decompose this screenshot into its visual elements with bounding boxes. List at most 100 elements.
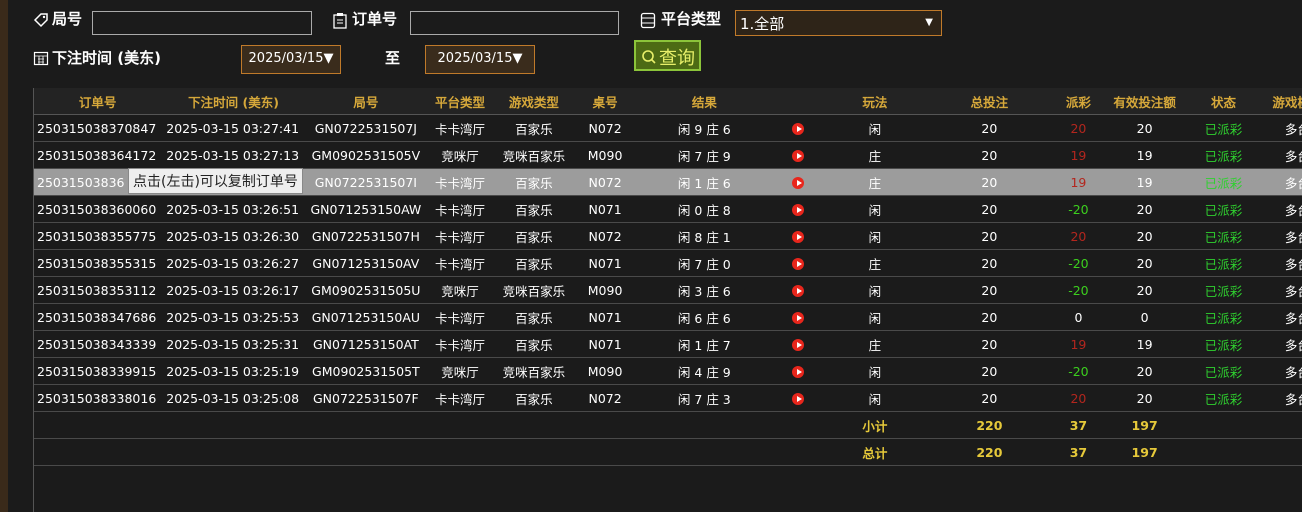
platform-select[interactable]: 1.全部 ▼ [735,10,942,36]
cell: 19 [1052,330,1104,358]
replay-icon[interactable] [792,258,805,270]
cell: 250315038360060 [33,195,163,223]
side-strip [0,0,8,512]
replay-cell [773,114,824,142]
order-row: 250315038355775 2025-03-15 03:26:30 GN0722… [33,222,1302,250]
summary-label: 总计 [823,438,926,466]
cell: 已派彩 [1185,195,1262,223]
cell: 竞咪厅 [426,141,494,169]
cell: N071 [574,195,636,223]
cell: N072 [574,168,636,196]
tooltip: 点击(左击)可以复制订单号 [128,168,303,194]
column-header: 游戏类型 [493,88,575,115]
cell [493,438,575,466]
cell: 已派彩 [1185,222,1262,250]
replay-icon[interactable] [792,231,805,243]
replay-icon[interactable] [792,312,805,324]
cell: M090 [574,141,636,169]
summary-valid-bet: 197 [1103,438,1186,466]
cell: 20 [925,357,1053,385]
replay-cell [773,384,824,412]
cell: 闲 [823,303,926,331]
cell: 20 [1052,114,1104,142]
cell: 闲 [823,276,926,304]
cell: M090 [574,357,636,385]
summary-payout: 37 [1052,411,1104,439]
replay-icon[interactable] [792,339,805,351]
cell: 250315038355315 [33,249,163,277]
cell [635,411,774,439]
cell: 闲 1 庄 6 [635,168,774,196]
cell: M090 [574,276,636,304]
column-header: 总投注 [925,88,1053,115]
replay-cell [773,357,824,385]
order-input[interactable] [410,11,619,35]
cell: 闲 8 庄 1 [635,222,774,250]
cell: 20 [1103,114,1186,142]
order-row: 250315038343339 2025-03-15 03:25:31 GN0712… [33,330,1302,358]
replay-icon[interactable] [792,123,805,135]
date-from[interactable]: 2025/03/15▼ [241,45,341,74]
cell: N072 [574,384,636,412]
search-icon [642,50,656,64]
cell: 百家乐 [493,168,575,196]
column-header: 玩法 [823,88,926,115]
cell: 已派彩 [1185,330,1262,358]
cell: 19 [1052,168,1104,196]
cell [1261,411,1302,439]
calendar-icon [33,51,49,66]
cell: 百家乐 [493,384,575,412]
summary-total-bet: 220 [925,411,1053,439]
cell: 多台 [1261,330,1302,358]
replay-icon[interactable] [792,177,805,189]
column-header: 有效投注额 [1103,88,1186,115]
cell: 20 [1052,384,1104,412]
cell: 闲 9 庄 6 [635,114,774,142]
replay-cell [773,330,824,358]
cell: N071 [574,330,636,358]
cell: 已派彩 [1185,114,1262,142]
summary-row: 小计 220 37 197 [33,411,1302,439]
cell: 20 [925,141,1053,169]
time-label: 下注时间 (美东) [52,49,161,67]
cell: 闲 4 庄 9 [635,357,774,385]
cell: GN071253150AT [304,330,427,358]
cell [773,411,824,439]
column-header [773,88,824,115]
cell: GM0902531505U [304,276,427,304]
cell: 20 [1052,222,1104,250]
cell: 19 [1052,141,1104,169]
query-button[interactable]: 查询 [634,40,701,71]
cell: N072 [574,114,636,142]
cell: 多台 [1261,168,1302,196]
cell [162,438,305,466]
cell: 闲 0 庄 8 [635,195,774,223]
summary-payout: 37 [1052,438,1104,466]
cell: 20 [1103,357,1186,385]
cell: -20 [1052,276,1104,304]
replay-icon[interactable] [792,150,805,162]
cell [304,438,427,466]
cell: GM0902531505T [304,357,427,385]
cell: 闲 [823,384,926,412]
cell [426,438,494,466]
cell: 20 [925,330,1053,358]
date-to[interactable]: 2025/03/15▼ [425,45,535,74]
replay-icon[interactable] [792,204,805,216]
replay-icon[interactable] [792,285,805,297]
round-input[interactable] [92,11,312,35]
cell: 百家乐 [493,249,575,277]
column-header: 下注时间 (美东) [162,88,305,115]
cell: GN071253150AV [304,249,427,277]
cell: 2025-03-15 03:26:27 [162,249,305,277]
cell: 闲 7 庄 0 [635,249,774,277]
column-header: 游戏模式 [1261,88,1302,115]
replay-icon[interactable] [792,393,805,405]
cell: 竞咪百家乐 [493,276,575,304]
cell [426,411,494,439]
cell: 百家乐 [493,114,575,142]
replay-icon[interactable] [792,366,805,378]
cell [1185,411,1262,439]
cell [1261,438,1302,466]
